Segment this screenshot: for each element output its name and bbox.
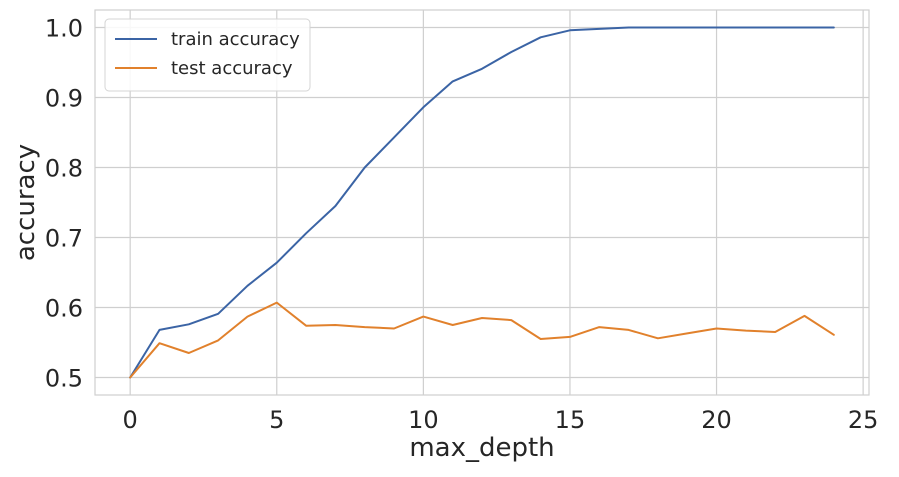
x-axis-title: max_depth (409, 433, 554, 463)
x-tick-label: 0 (123, 406, 138, 434)
series-line-test-accuracy (129, 301, 835, 379)
series-lines (129, 26, 835, 379)
y-tick-labels: 0.5 0.6 0.7 0.8 0.9 1.0 (45, 15, 83, 393)
y-tick-label: 0.6 (45, 295, 83, 323)
x-tick-labels: 0 5 10 15 20 25 (123, 406, 879, 434)
y-tick-label: 0.5 (45, 365, 83, 393)
x-tick-label: 5 (269, 406, 284, 434)
x-tick-label: 10 (408, 406, 439, 434)
y-axis-title: accuracy (11, 144, 41, 261)
legend-label: test accuracy (171, 58, 293, 79)
plot-frame (94, 9, 870, 396)
x-tick-label: 20 (701, 406, 732, 434)
series-line-train-accuracy (129, 26, 835, 379)
legend: train accuracy test accuracy (104, 18, 311, 92)
legend-label: train accuracy (171, 29, 300, 50)
x-tick-label: 15 (555, 406, 586, 434)
y-tick-label: 0.8 (45, 155, 83, 183)
y-tick-label: 0.9 (45, 85, 83, 113)
x-tick-label: 25 (848, 406, 879, 434)
legend-box (104, 18, 311, 92)
y-tick-label: 0.7 (45, 225, 83, 253)
y-tick-label: 1.0 (45, 15, 83, 43)
